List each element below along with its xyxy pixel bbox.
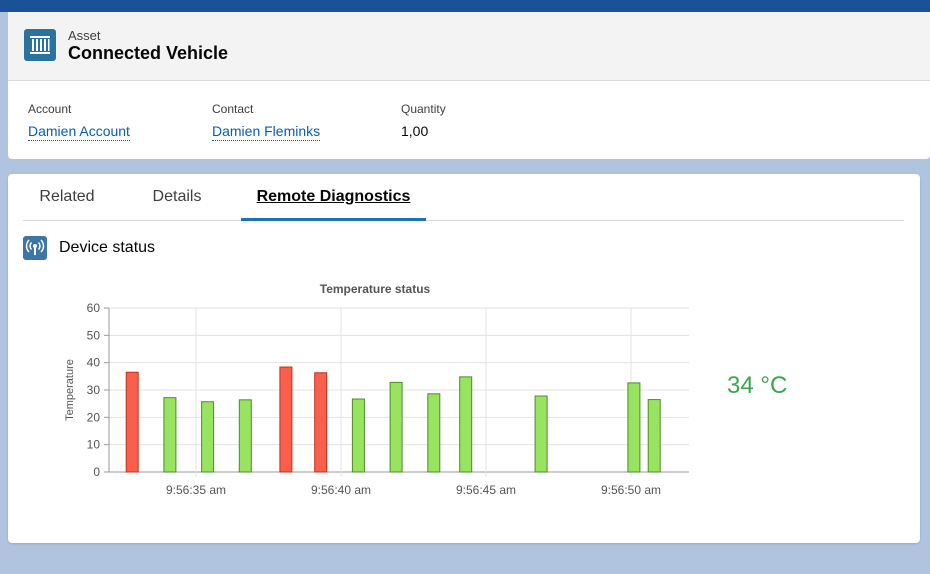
- temperature-bar[interactable]: [314, 372, 328, 473]
- temperature-bar[interactable]: [163, 397, 177, 473]
- x-tick-label: 9:56:35 am: [166, 483, 226, 497]
- temperature-bar[interactable]: [125, 371, 139, 473]
- device-status-icon: [23, 236, 47, 260]
- temperature-bar[interactable]: [351, 398, 365, 473]
- x-tick-label: 9:56:40 am: [311, 483, 371, 497]
- top-banner: [0, 0, 930, 12]
- tab-details[interactable]: Details: [152, 188, 202, 205]
- title-area: Asset Connected Vehicle: [8, 12, 930, 81]
- temperature-bar[interactable]: [627, 382, 641, 473]
- temperature-bar[interactable]: [389, 381, 403, 473]
- object-type-label: Asset: [68, 28, 101, 43]
- field-quantity: Quantity 1,00: [401, 102, 446, 139]
- record-header: Asset Connected Vehicle Account Damien A…: [8, 12, 930, 159]
- field-label: Quantity: [401, 102, 446, 116]
- current-temperature: 34 °C: [727, 372, 788, 399]
- asset-object-icon: [24, 29, 56, 61]
- temperature-bar[interactable]: [238, 399, 252, 473]
- y-tick-label: 0: [93, 465, 100, 479]
- chart-title: Temperature status: [320, 282, 431, 296]
- diagnostics-card: Related Details Remote Diagnostics Devic…: [8, 174, 920, 543]
- field-label: Account: [28, 102, 72, 116]
- account-link[interactable]: Damien Account: [28, 123, 130, 141]
- y-axis-label: Temperature: [64, 359, 76, 421]
- tab-bar: Related Details Remote Diagnostics: [23, 174, 904, 221]
- section-title: Device status: [59, 239, 156, 256]
- y-tick-label: 30: [87, 383, 101, 397]
- field-contact: Contact Damien Fleminks: [212, 102, 321, 141]
- temperature-bar[interactable]: [459, 376, 473, 473]
- tab-remote-diagnostics[interactable]: Remote Diagnostics: [241, 174, 426, 221]
- temperature-chart: Temperature status Temperature 0 10 20 30 40…: [64, 282, 689, 497]
- field-account: Account Damien Account: [28, 102, 130, 141]
- y-tick-label: 40: [87, 356, 101, 370]
- quantity-value: 1,00: [401, 123, 429, 139]
- record-title: Connected Vehicle: [68, 43, 229, 63]
- tab-related[interactable]: Related: [39, 188, 95, 205]
- x-tick-label: 9:56:50 am: [601, 483, 661, 497]
- y-tick-label: 10: [87, 438, 101, 452]
- temperature-bar[interactable]: [427, 393, 441, 473]
- contact-link[interactable]: Damien Fleminks: [212, 123, 321, 141]
- temperature-bar[interactable]: [279, 366, 293, 473]
- x-tick-label: 9:56:45 am: [456, 483, 516, 497]
- y-tick-label: 50: [87, 328, 101, 342]
- y-tick-label: 20: [87, 410, 101, 424]
- y-tick-label: 60: [87, 301, 101, 315]
- temperature-bar[interactable]: [647, 399, 661, 473]
- temperature-bar[interactable]: [534, 395, 548, 473]
- temperature-bar[interactable]: [201, 401, 215, 473]
- field-label: Contact: [212, 102, 254, 116]
